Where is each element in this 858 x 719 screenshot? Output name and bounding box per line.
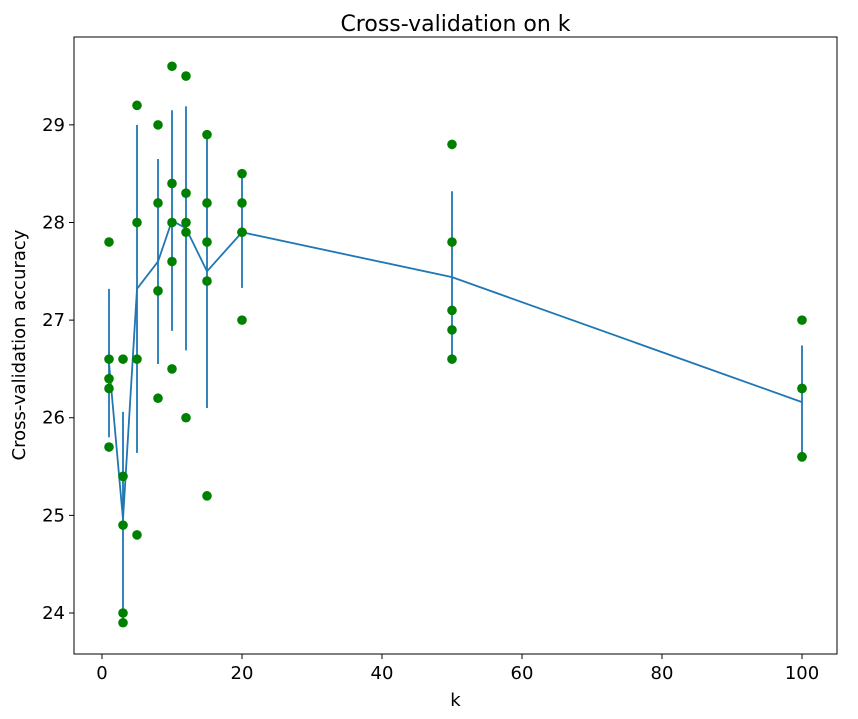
data-point [447, 325, 457, 335]
data-point [104, 354, 114, 364]
data-point [118, 471, 128, 482]
y-tick-label: 26 [42, 408, 65, 429]
y-tick-label: 24 [42, 603, 65, 624]
data-point [202, 129, 212, 140]
data-point [132, 100, 142, 111]
data-point [181, 71, 191, 81]
data-point [181, 217, 191, 228]
y-tick-label: 27 [42, 310, 65, 331]
data-point [447, 139, 457, 150]
data-point [447, 237, 457, 247]
data-point [132, 354, 142, 364]
data-point [237, 227, 247, 238]
y-tick-label: 25 [42, 505, 65, 526]
data-point [167, 217, 177, 228]
data-point [447, 305, 457, 316]
data-point [447, 354, 457, 364]
data-point [797, 315, 807, 325]
x-tick-label: 80 [651, 663, 674, 684]
data-point [202, 198, 212, 208]
data-point [167, 364, 177, 374]
data-point [118, 617, 128, 628]
data-point [202, 237, 212, 247]
data-point [132, 217, 142, 228]
data-point [132, 530, 142, 540]
data-point [181, 188, 191, 199]
data-point [797, 383, 807, 394]
data-point [202, 276, 212, 286]
data-point [202, 491, 212, 501]
data-point [181, 227, 191, 238]
x-tick-label: 100 [785, 663, 819, 684]
chart-title: Cross-validation on k [340, 12, 570, 37]
data-point [104, 237, 114, 247]
data-point [104, 442, 114, 452]
data-point [118, 608, 128, 618]
data-point [237, 198, 247, 208]
data-point [167, 178, 177, 189]
data-point [237, 315, 247, 325]
data-point [167, 256, 177, 267]
data-point [104, 373, 114, 384]
x-tick-label: 60 [511, 663, 534, 684]
data-point [153, 120, 163, 130]
y-tick-label: 29 [42, 115, 65, 136]
data-point [797, 451, 807, 462]
data-point [167, 61, 177, 72]
data-point [237, 168, 247, 179]
x-tick-label: 0 [96, 663, 107, 684]
data-point [153, 393, 163, 404]
x-tick-label: 20 [231, 663, 254, 684]
data-point [181, 412, 191, 423]
axes-frame [73, 36, 838, 655]
x-tick-label: 40 [371, 663, 394, 684]
mean-accuracy-line [108, 219, 803, 520]
data-point [153, 286, 163, 296]
x-axis-label: k [450, 690, 461, 711]
data-point [118, 520, 128, 530]
y-axis-label: Cross-validation accuracy [9, 229, 30, 460]
data-point [104, 383, 114, 394]
plot-area: 0 20 40 60 80 100 24 25 26 27 28 29 [42, 36, 838, 684]
data-point [118, 354, 128, 364]
data-point [153, 198, 163, 208]
y-tick-label: 28 [42, 212, 65, 233]
